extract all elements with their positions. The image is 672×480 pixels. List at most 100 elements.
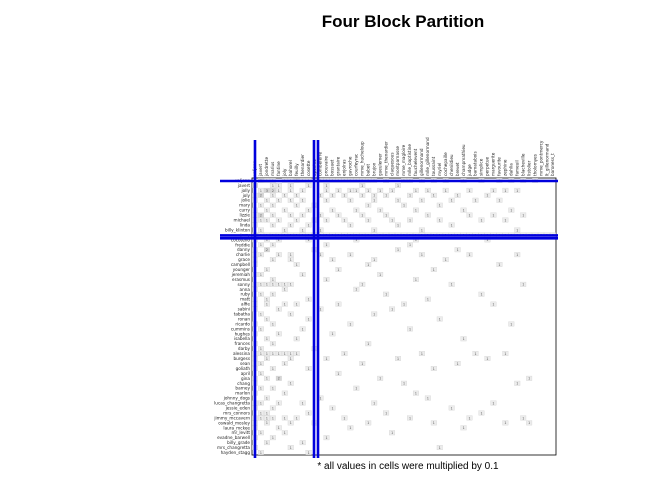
heat-cell [323, 435, 330, 441]
heat-cell [258, 252, 264, 258]
cell-value: 1 [510, 209, 512, 213]
column-label: joly [282, 168, 287, 177]
cell-value: 1 [320, 213, 322, 217]
cell-value: 1 [308, 184, 310, 188]
row-label: linda [240, 222, 251, 227]
heat-cell [365, 262, 372, 267]
heat-cell [293, 351, 300, 357]
row-label: barney [235, 386, 250, 391]
row-label: matt [240, 297, 250, 302]
cell-value: 1 [433, 194, 435, 198]
heat-cell [263, 267, 270, 272]
heat-cell [418, 252, 425, 258]
cell-value: 1 [486, 357, 488, 361]
heat-cell [323, 242, 330, 248]
heat-cell [478, 410, 485, 416]
cell-value: 1 [361, 362, 363, 366]
heat-cell [418, 197, 425, 203]
heat-cell [412, 207, 419, 213]
heat-cell [263, 356, 270, 361]
heat-cell [448, 197, 455, 203]
cell-value: 1 [421, 199, 423, 203]
heat-cell [299, 400, 306, 406]
cell-value: 1 [278, 283, 280, 287]
cell-value: 1 [367, 218, 369, 222]
cell-value: 1 [469, 213, 471, 217]
row-label: april [241, 371, 250, 376]
cell-value: 2 [260, 194, 262, 198]
heat-cell [424, 395, 431, 401]
column-label: marguerite [491, 152, 496, 176]
cell-value: 1 [296, 337, 298, 341]
row-label: gina [241, 376, 250, 381]
cell-value: 1 [373, 401, 375, 405]
heat-cell [293, 336, 300, 342]
heat-cell [383, 212, 390, 218]
cell-value: 1 [325, 189, 327, 193]
heat-cell [353, 207, 360, 213]
row-label: billy_klinton [225, 227, 250, 232]
cell-value: 1 [385, 411, 387, 415]
column-label: courfeyrac [354, 153, 359, 176]
cell-value: 1 [415, 209, 417, 213]
cell-value: 1 [475, 352, 477, 356]
heat-cell [466, 252, 473, 258]
row-label: mary [239, 203, 250, 208]
cell-value: 1 [325, 436, 327, 440]
cell-value: 1 [266, 416, 268, 420]
heat-cell [305, 296, 312, 302]
heat-cell [466, 187, 473, 193]
heat-cell [383, 192, 390, 198]
cell-value: 1 [409, 416, 411, 420]
column-label: mlle_baptistine [407, 144, 412, 176]
cell-value: 1 [308, 411, 310, 415]
heat-cell [275, 281, 282, 287]
cell-value: 1 [260, 327, 262, 331]
row-label: erasmus [232, 277, 250, 282]
heat-cell [484, 356, 491, 361]
cell-value: 1 [266, 298, 268, 302]
column-label: blacheville [520, 153, 525, 176]
cell-value: 1 [439, 446, 441, 450]
column-label: gueulemer [377, 153, 382, 176]
heat-cell [323, 182, 330, 188]
heat-cell [287, 187, 294, 193]
heat-cell [263, 301, 270, 307]
heat-cell [347, 425, 354, 431]
heat-cell [430, 366, 437, 371]
cell-value: 1 [284, 303, 286, 307]
cell-value: 1 [302, 199, 304, 203]
heat-cell [258, 415, 264, 421]
cell-value: 1 [451, 283, 453, 287]
heat-cell [395, 197, 401, 203]
cell-value: 1 [361, 213, 363, 217]
heat-cell [269, 187, 276, 193]
heat-cell [454, 192, 461, 198]
heat-cell [287, 182, 294, 188]
heat-cell [448, 281, 455, 287]
heat-cell [258, 346, 264, 352]
column-label: brujon [371, 162, 376, 176]
heat-cell [275, 252, 282, 258]
heat-cell [258, 291, 264, 297]
heat-cell [263, 375, 270, 381]
cell-value: 1 [260, 387, 262, 391]
heat-cell [508, 321, 515, 327]
row-label: campbell [231, 262, 250, 267]
cell-value: 1 [415, 278, 417, 282]
heat-cell [263, 217, 270, 223]
heat-cell [341, 351, 348, 357]
column-label: bahorel [288, 160, 293, 176]
heat-cell [269, 202, 276, 208]
heat-cell [436, 445, 443, 451]
cell-value: 1 [373, 194, 375, 198]
heat-cell [281, 430, 288, 436]
heat-cell [490, 301, 497, 307]
heat-cell [520, 281, 527, 287]
heat-cell [353, 385, 360, 391]
heat-cell [299, 227, 306, 233]
row-label: chang [237, 381, 250, 386]
heat-cell [275, 400, 282, 406]
cell-value: 1 [451, 406, 453, 410]
